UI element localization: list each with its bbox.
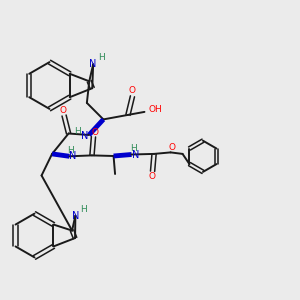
Text: N: N: [89, 59, 97, 69]
Text: N: N: [69, 151, 77, 161]
Text: N: N: [72, 211, 79, 221]
Text: OH: OH: [148, 105, 162, 114]
Text: O: O: [169, 143, 176, 152]
Text: H: H: [130, 144, 137, 153]
Text: H: H: [80, 205, 86, 214]
Text: O: O: [148, 172, 155, 181]
Text: N: N: [132, 149, 139, 160]
Text: H: H: [68, 146, 74, 155]
Text: H: H: [74, 127, 81, 136]
Text: H: H: [98, 53, 105, 62]
Text: N: N: [81, 131, 88, 141]
Text: O: O: [92, 128, 98, 136]
Text: O: O: [59, 106, 66, 115]
Text: O: O: [129, 86, 136, 95]
